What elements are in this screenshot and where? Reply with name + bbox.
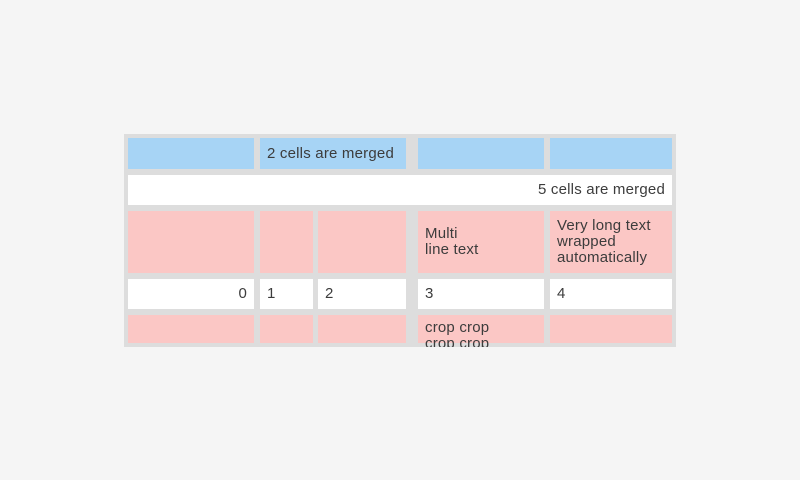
table-cell-r3c3[interactable] <box>318 211 406 273</box>
table-cell-r3c2[interactable] <box>260 211 313 273</box>
table-cell-r4c2[interactable]: 1 <box>260 279 313 309</box>
table-cell-r4c5[interactable]: 4 <box>550 279 672 309</box>
table-cell-r3c1[interactable] <box>128 211 254 273</box>
table-cell-r4c3[interactable]: 2 <box>318 279 406 309</box>
table-cell-r5c1[interactable] <box>128 315 254 343</box>
table-cell-r2-merged-5[interactable]: 5 cells are merged <box>128 175 672 205</box>
table-cell-r3c4-multiline[interactable]: Multi line text <box>418 211 544 273</box>
table-cell-r4c4[interactable]: 3 <box>418 279 544 309</box>
table-cell-r1-merged-2[interactable]: 2 cells are merged <box>260 138 406 169</box>
table-cell-r1c5[interactable] <box>550 138 672 169</box>
table-grid: 2 cells are merged 5 cells are merged Mu… <box>128 138 672 347</box>
table-cell-r5c3[interactable] <box>318 315 406 343</box>
table-widget[interactable]: 2 cells are merged 5 cells are merged Mu… <box>124 134 676 347</box>
table-cell-r5c5[interactable] <box>550 315 672 343</box>
table-cell-r1c4[interactable] <box>418 138 544 169</box>
table-cell-r5c2[interactable] <box>260 315 313 343</box>
table-cell-r5c4-cropped-text[interactable]: crop crop crop crop <box>418 315 544 347</box>
table-cell-r3c5-wrapped[interactable]: Very long text wrapped automatically <box>550 211 672 273</box>
table-cell-r1c1[interactable] <box>128 138 254 169</box>
table-cell-r4c1[interactable]: 0 <box>128 279 254 309</box>
